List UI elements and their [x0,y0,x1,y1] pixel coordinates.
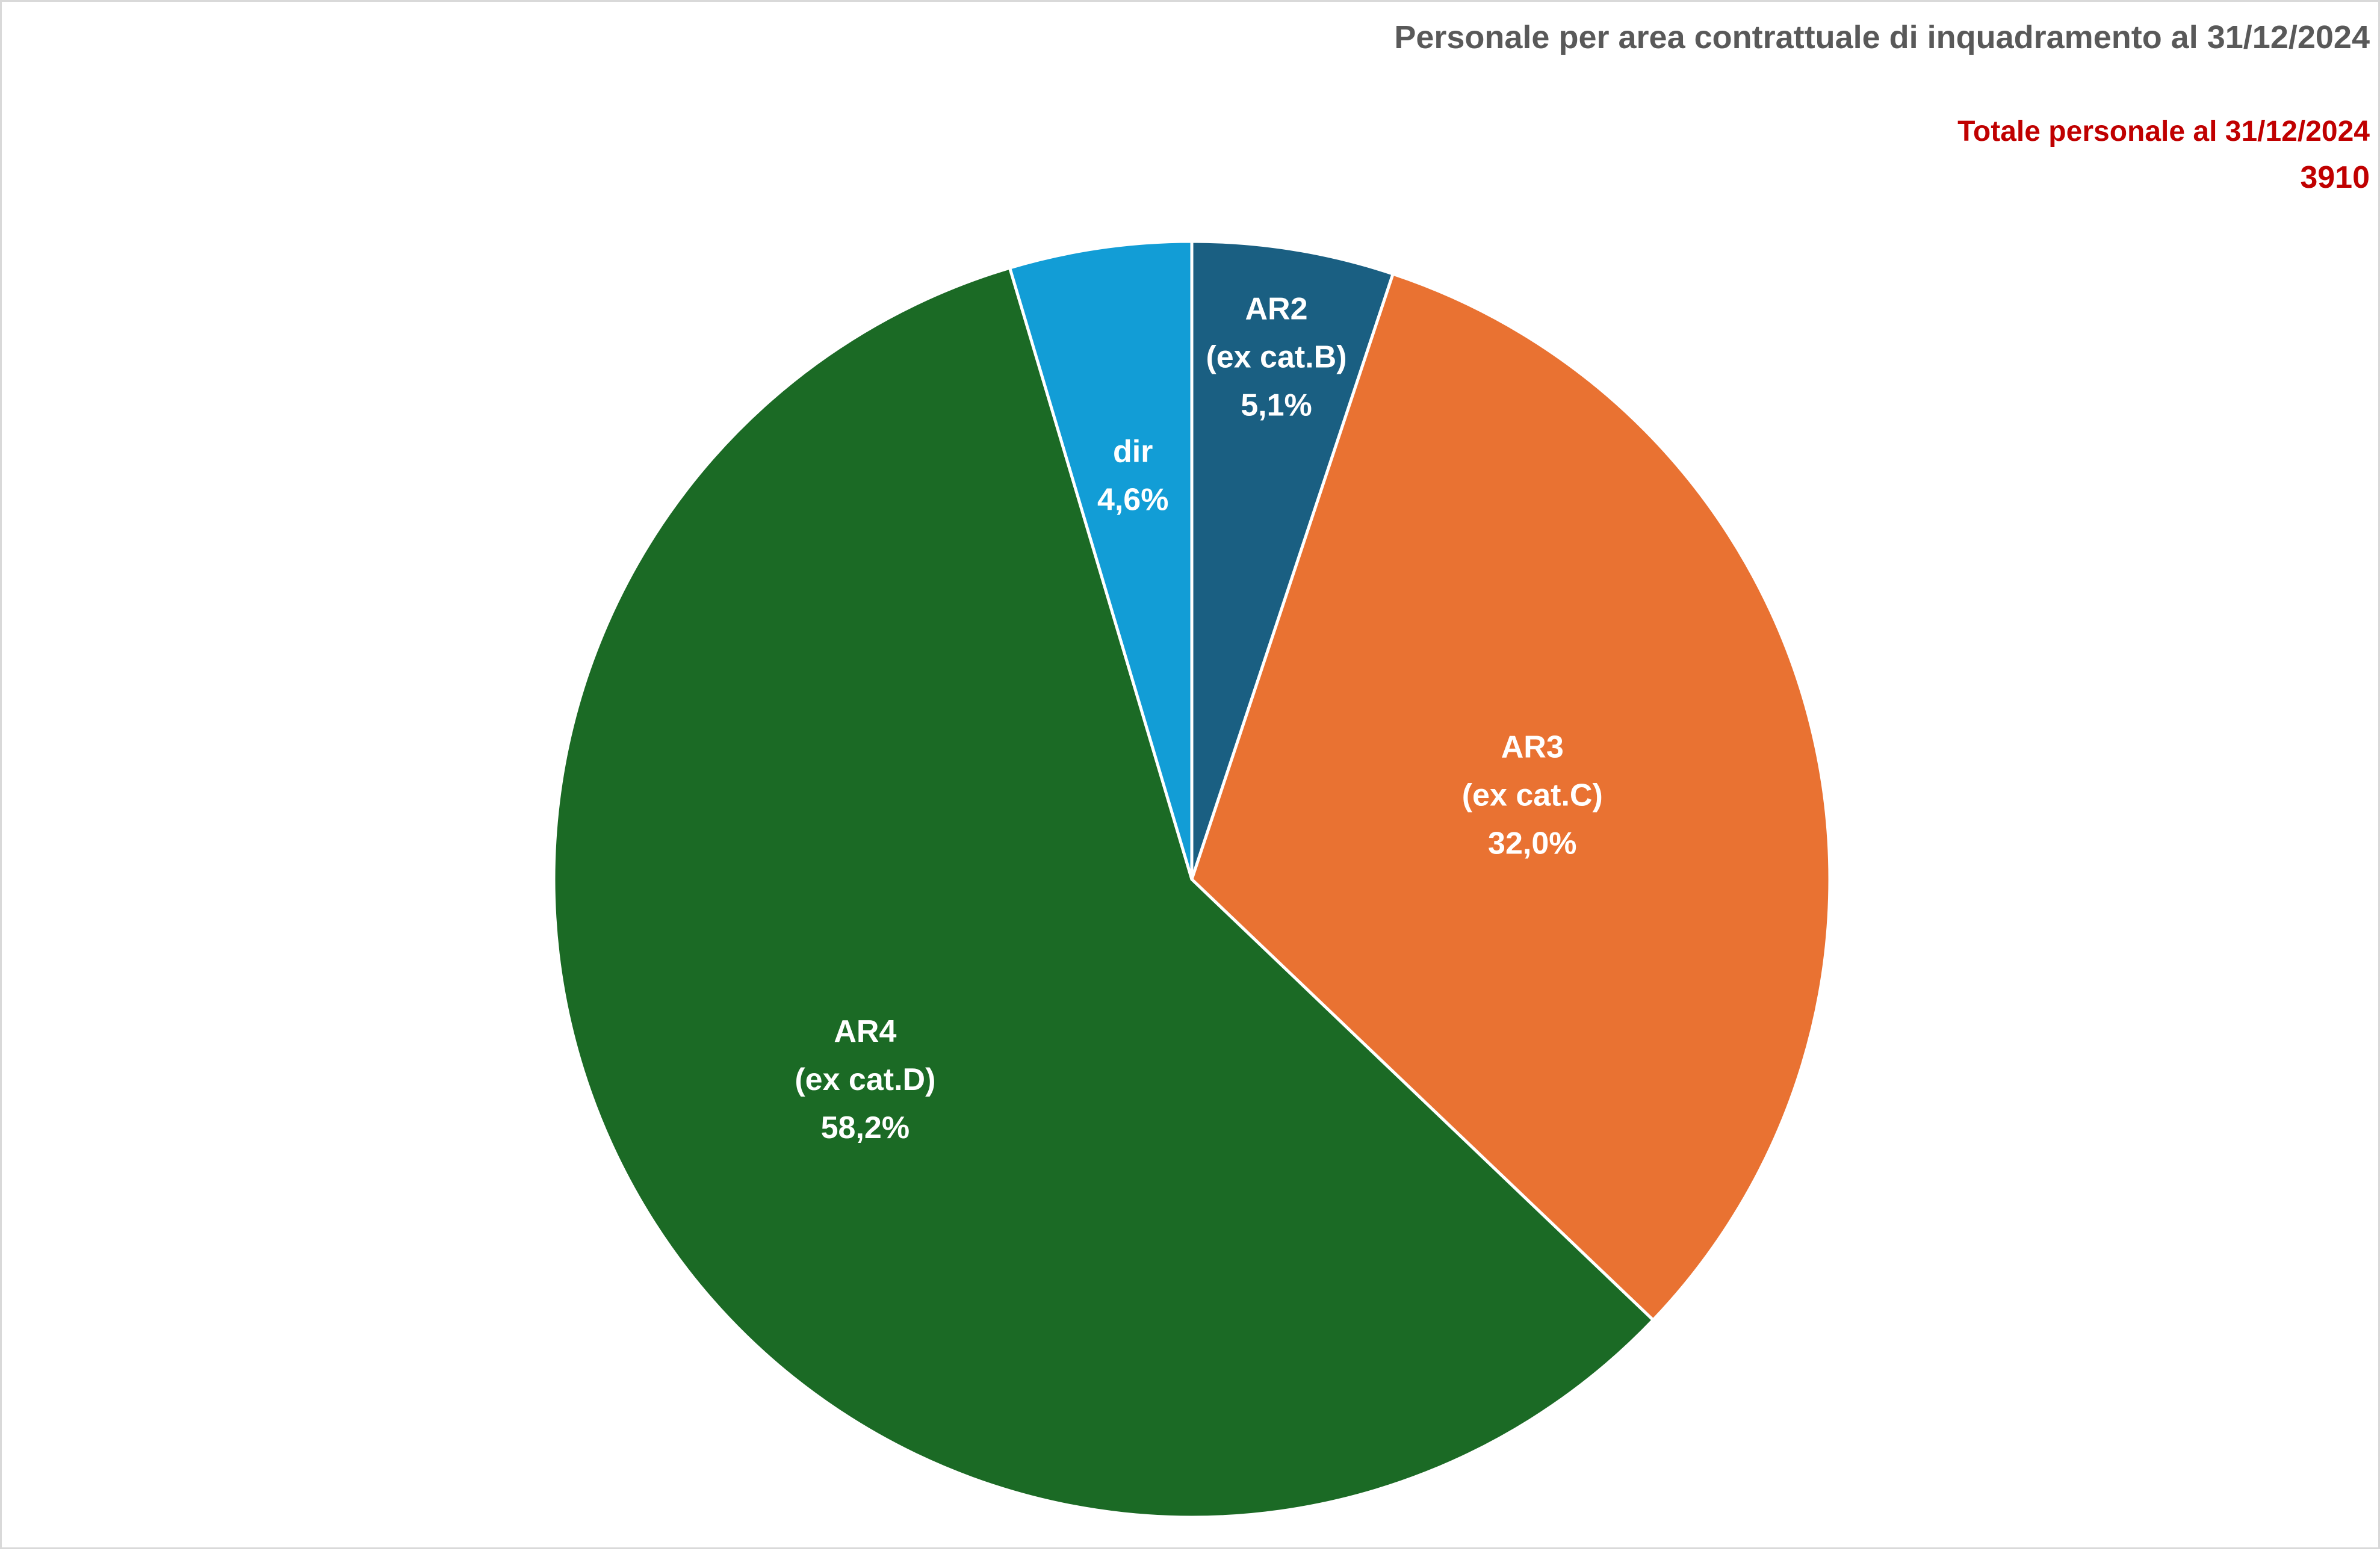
slice-sublabel: (ex cat.B) [1206,339,1346,374]
pie-slice-ar2 [1190,240,1395,880]
total-personnel-label: Totale personale al 31/12/2024 [1957,116,2370,147]
slice-percentage: 4,6% [1097,483,1169,518]
slice-percentage: 5,1% [1241,388,1312,423]
slice-sublabel: (ex cat.D) [795,1062,935,1097]
slice-name: AR3 [1501,729,1564,764]
slice-name: dir [1113,435,1153,469]
total-personnel-value: 3910 [2300,160,2370,195]
pie-data-labels: AR2 (ex cat.B) 5,1% AR3 (ex cat.C) 32,0% AR4 (e… [795,291,1602,1145]
slice-label-ar4: AR4 (ex cat.D) 58,2% [795,1014,935,1145]
slice-sublabel: (ex cat.C) [1462,778,1603,813]
pie-slices [552,240,1832,1519]
pie-slice-dir [1008,240,1194,880]
slice-label-ar3: AR3 (ex cat.C) 32,0% [1462,729,1603,861]
slice-label-ar2: AR2 (ex cat.B) 5,1% [1206,291,1346,423]
pie-slice-ar4 [552,265,1655,1519]
chart-title: Personale per area contrattuale di inqua… [1394,19,2370,55]
pie-slice-ar3 [1190,271,1832,1322]
slice-label-dir: dir 4,6% [1097,435,1169,518]
slice-name: AR2 [1245,291,1307,326]
slice-percentage: 58,2% [821,1110,910,1145]
slice-name: AR4 [834,1014,896,1049]
slice-percentage: 32,0% [1488,826,1576,861]
